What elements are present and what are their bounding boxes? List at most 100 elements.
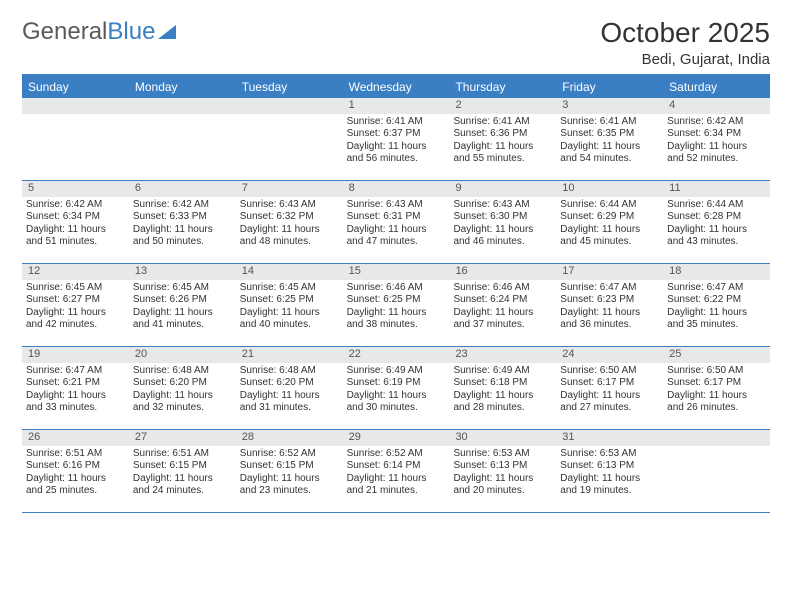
weekday-header-cell: Friday (556, 76, 663, 98)
sunset-text: Sunset: 6:19 PM (347, 377, 446, 390)
weekday-header-row: SundayMondayTuesdayWednesdayThursdayFrid… (22, 76, 770, 98)
day-number: 1 (343, 98, 450, 114)
sunrise-text: Sunrise: 6:44 AM (560, 199, 659, 212)
sunrise-text: Sunrise: 6:45 AM (240, 282, 339, 295)
day-cell: 5Sunrise: 6:42 AMSunset: 6:34 PMDaylight… (22, 181, 129, 263)
day-number: 18 (663, 264, 770, 280)
day-cell: 29Sunrise: 6:52 AMSunset: 6:14 PMDayligh… (343, 430, 450, 512)
daylight-text-1: Daylight: 11 hours (560, 307, 659, 320)
day-cell-empty (236, 98, 343, 180)
day-number: 19 (22, 347, 129, 363)
day-cell: 26Sunrise: 6:51 AMSunset: 6:16 PMDayligh… (22, 430, 129, 512)
day-cell: 22Sunrise: 6:49 AMSunset: 6:19 PMDayligh… (343, 347, 450, 429)
daylight-text-2: and 20 minutes. (453, 485, 552, 498)
daylight-text-2: and 30 minutes. (347, 402, 446, 415)
daylight-text-2: and 24 minutes. (133, 485, 232, 498)
daylight-text-1: Daylight: 11 hours (133, 224, 232, 237)
day-cell: 24Sunrise: 6:50 AMSunset: 6:17 PMDayligh… (556, 347, 663, 429)
day-number: 4 (663, 98, 770, 114)
day-cell: 14Sunrise: 6:45 AMSunset: 6:25 PMDayligh… (236, 264, 343, 346)
day-cell: 18Sunrise: 6:47 AMSunset: 6:22 PMDayligh… (663, 264, 770, 346)
logo: GeneralBlue (22, 18, 176, 46)
day-cell: 1Sunrise: 6:41 AMSunset: 6:37 PMDaylight… (343, 98, 450, 180)
day-cell: 16Sunrise: 6:46 AMSunset: 6:24 PMDayligh… (449, 264, 556, 346)
sunrise-text: Sunrise: 6:46 AM (347, 282, 446, 295)
weekday-header-cell: Wednesday (343, 76, 450, 98)
daylight-text-1: Daylight: 11 hours (347, 390, 446, 403)
sunset-text: Sunset: 6:33 PM (133, 211, 232, 224)
day-number (663, 430, 770, 446)
day-number: 12 (22, 264, 129, 280)
daylight-text-2: and 52 minutes. (667, 153, 766, 166)
calendar-page: GeneralBlue October 2025 Bedi, Gujarat, … (0, 0, 792, 523)
sunset-text: Sunset: 6:18 PM (453, 377, 552, 390)
day-number: 3 (556, 98, 663, 114)
daylight-text-2: and 48 minutes. (240, 236, 339, 249)
daylight-text-1: Daylight: 11 hours (26, 307, 125, 320)
day-cell: 30Sunrise: 6:53 AMSunset: 6:13 PMDayligh… (449, 430, 556, 512)
sunrise-text: Sunrise: 6:53 AM (560, 448, 659, 461)
daylight-text-2: and 41 minutes. (133, 319, 232, 332)
sunset-text: Sunset: 6:23 PM (560, 294, 659, 307)
day-cell: 17Sunrise: 6:47 AMSunset: 6:23 PMDayligh… (556, 264, 663, 346)
logo-text-1: General (22, 18, 107, 46)
daylight-text-1: Daylight: 11 hours (240, 307, 339, 320)
weekday-header-cell: Monday (129, 76, 236, 98)
day-cell: 19Sunrise: 6:47 AMSunset: 6:21 PMDayligh… (22, 347, 129, 429)
daylight-text-2: and 43 minutes. (667, 236, 766, 249)
daylight-text-1: Daylight: 11 hours (347, 473, 446, 486)
week-row: 5Sunrise: 6:42 AMSunset: 6:34 PMDaylight… (22, 181, 770, 264)
day-number: 10 (556, 181, 663, 197)
daylight-text-2: and 25 minutes. (26, 485, 125, 498)
sunrise-text: Sunrise: 6:41 AM (560, 116, 659, 129)
day-number: 24 (556, 347, 663, 363)
day-cell: 10Sunrise: 6:44 AMSunset: 6:29 PMDayligh… (556, 181, 663, 263)
day-cell: 3Sunrise: 6:41 AMSunset: 6:35 PMDaylight… (556, 98, 663, 180)
daylight-text-2: and 47 minutes. (347, 236, 446, 249)
daylight-text-2: and 33 minutes. (26, 402, 125, 415)
day-cell: 9Sunrise: 6:43 AMSunset: 6:30 PMDaylight… (449, 181, 556, 263)
sunrise-text: Sunrise: 6:50 AM (560, 365, 659, 378)
day-number: 31 (556, 430, 663, 446)
logo-text-2: Blue (107, 18, 155, 46)
sunset-text: Sunset: 6:13 PM (560, 460, 659, 473)
day-cell-empty (663, 430, 770, 512)
day-number: 16 (449, 264, 556, 280)
sunset-text: Sunset: 6:20 PM (240, 377, 339, 390)
daylight-text-1: Daylight: 11 hours (347, 141, 446, 154)
daylight-text-2: and 26 minutes. (667, 402, 766, 415)
day-cell: 6Sunrise: 6:42 AMSunset: 6:33 PMDaylight… (129, 181, 236, 263)
sunrise-text: Sunrise: 6:49 AM (347, 365, 446, 378)
sunset-text: Sunset: 6:27 PM (26, 294, 125, 307)
daylight-text-1: Daylight: 11 hours (133, 390, 232, 403)
day-number: 29 (343, 430, 450, 446)
sunset-text: Sunset: 6:32 PM (240, 211, 339, 224)
daylight-text-1: Daylight: 11 hours (453, 473, 552, 486)
daylight-text-2: and 36 minutes. (560, 319, 659, 332)
sunset-text: Sunset: 6:15 PM (133, 460, 232, 473)
day-cell: 11Sunrise: 6:44 AMSunset: 6:28 PMDayligh… (663, 181, 770, 263)
sunset-text: Sunset: 6:24 PM (453, 294, 552, 307)
day-cell: 27Sunrise: 6:51 AMSunset: 6:15 PMDayligh… (129, 430, 236, 512)
weekday-header-cell: Saturday (663, 76, 770, 98)
sunrise-text: Sunrise: 6:43 AM (453, 199, 552, 212)
day-cell-empty (22, 98, 129, 180)
sunrise-text: Sunrise: 6:42 AM (667, 116, 766, 129)
daylight-text-2: and 37 minutes. (453, 319, 552, 332)
daylight-text-2: and 19 minutes. (560, 485, 659, 498)
header-row: GeneralBlue October 2025 Bedi, Gujarat, … (22, 18, 770, 68)
daylight-text-2: and 46 minutes. (453, 236, 552, 249)
day-number: 21 (236, 347, 343, 363)
sunrise-text: Sunrise: 6:52 AM (240, 448, 339, 461)
sunrise-text: Sunrise: 6:47 AM (26, 365, 125, 378)
day-number: 2 (449, 98, 556, 114)
sunrise-text: Sunrise: 6:50 AM (667, 365, 766, 378)
daylight-text-1: Daylight: 11 hours (667, 307, 766, 320)
day-number: 30 (449, 430, 556, 446)
sunset-text: Sunset: 6:36 PM (453, 128, 552, 141)
daylight-text-2: and 56 minutes. (347, 153, 446, 166)
sunrise-text: Sunrise: 6:47 AM (560, 282, 659, 295)
sunrise-text: Sunrise: 6:43 AM (347, 199, 446, 212)
daylight-text-1: Daylight: 11 hours (560, 390, 659, 403)
daylight-text-1: Daylight: 11 hours (560, 473, 659, 486)
